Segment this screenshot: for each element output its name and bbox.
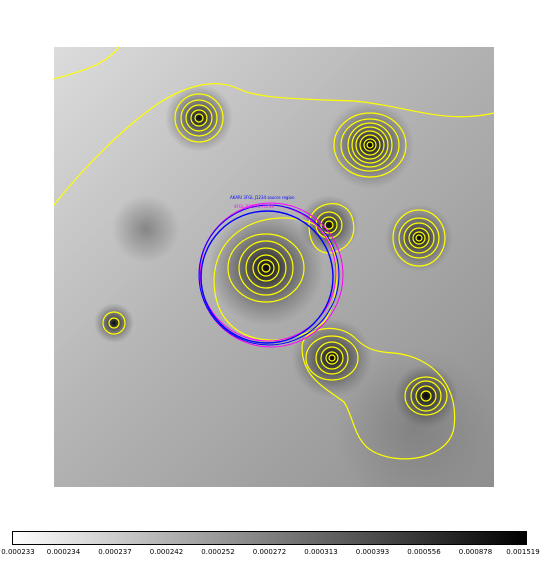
contour-line [301,327,456,460]
sky-image-panel[interactable]: AKARI 3FGL J1234 source region 4FGL J123… [54,47,494,487]
contour-group [174,93,224,143]
region-overlays [198,202,344,348]
faint-blob [112,195,180,263]
source-blob [326,101,414,189]
contour-group [213,217,338,341]
colorbar-tick-label: 0.000313 [304,548,338,556]
colorbar-tick-label: 0.000272 [252,548,287,556]
contour-group [102,311,126,335]
contour-line [54,47,120,80]
colorbar-tick-label: 0.000556 [407,548,441,556]
contour-group [392,209,446,267]
source-blob [208,210,324,326]
source-blob [94,303,134,343]
colorbar-tick-label: 0.000237 [98,548,132,556]
colorbar-tick-label: 0.000252 [201,548,235,556]
contour-line [54,83,494,206]
colorbar-tick-label: 0.000242 [149,548,184,556]
colorbar-tick-label: 0.000393 [355,548,390,556]
contour-set [54,47,494,460]
colorbar-tick-label: 0.000233 [1,548,35,556]
source-blob [292,318,372,398]
colorbar-tick-label: 0.001519 [506,548,540,556]
colorbar-gradient [12,531,527,545]
contour-group [333,112,407,178]
region-circle-blue[interactable] [198,204,340,346]
colorbar-tick-label: 0.000878 [458,548,493,556]
colorbar [12,531,527,545]
region-label-blue: AKARI 3FGL J1234 source region [230,195,295,200]
source-blob [299,195,359,255]
region-circle-blue[interactable] [200,210,334,344]
region-label-magenta: 4FGL J1234.5+6789 [234,204,275,209]
contour-group [404,376,448,416]
source-blob [385,204,453,272]
colorbar-tick-label: 0.000234 [46,548,81,556]
source-blob [394,364,458,428]
sky-image: AKARI 3FGL J1234 source region 4FGL J123… [54,47,494,487]
contour-group [305,335,359,381]
